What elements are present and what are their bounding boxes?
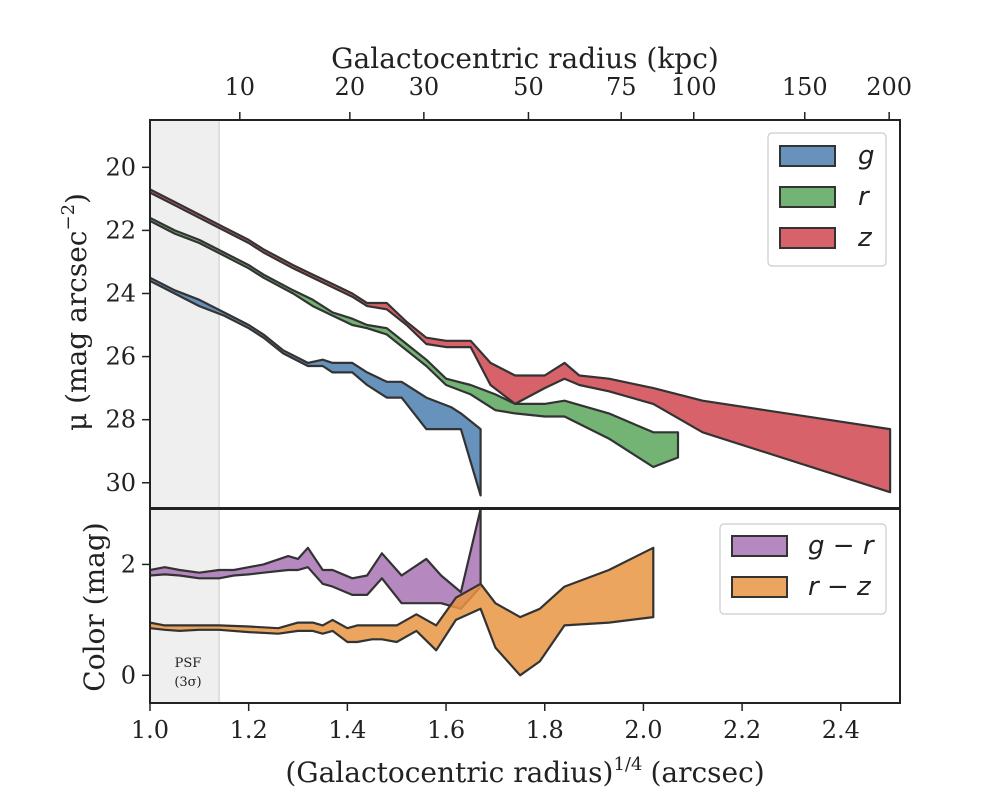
legend-label-g-r: g − r — [808, 531, 876, 561]
series-band-z — [150, 188, 892, 494]
top-tick-label-10: 10 — [225, 73, 256, 101]
x-tick-label-2.2: 2.2 — [723, 716, 761, 744]
bottom-axis-title: (Galactocentric radius)1/4 (arcsec) — [285, 754, 764, 789]
mu-axis-title: μ (mag arcsec−2) — [58, 193, 93, 431]
color-panel: 0 2 1.0 1.2 1.4 1.6 1.8 2.0 2.2 2.4 g − r r − z — [121, 508, 901, 744]
surface-brightness-panel: 20 22 24 26 28 30 10 20 30 50 75 100 150 200 grz — [105, 73, 912, 509]
legend-swatch-r — [779, 186, 836, 208]
top-tick-label-200: 200 — [866, 73, 912, 101]
color-axis-title: Color (mag) — [78, 522, 111, 691]
legend-label-r: r — [858, 182, 871, 212]
legend-swatch-r-z — [731, 576, 788, 598]
x-tick-label-2.4: 2.4 — [822, 716, 860, 744]
bottom-axis-title-main: (Galactocentric radius) — [285, 756, 613, 789]
legend-label-r-z: r − z — [808, 572, 872, 602]
series-band-g — [150, 276, 482, 497]
psf-shade-bottom — [150, 509, 220, 703]
series-band-r-z — [150, 546, 655, 677]
mu-axis-title-main: μ (mag arcsec — [60, 231, 93, 431]
top-tick-label-20: 20 — [335, 73, 366, 101]
top-tick-label-30: 30 — [409, 73, 440, 101]
y-tick-label-22: 22 — [105, 216, 136, 244]
x-tick-label-1.6: 1.6 — [427, 716, 465, 744]
color-y-tick-label-0: 0 — [121, 661, 136, 689]
legend-swatch-g-r — [731, 535, 788, 557]
top-tick-label-150: 150 — [782, 73, 828, 101]
bottom-plot-frame — [149, 508, 901, 704]
top-tick-label-50: 50 — [513, 73, 544, 101]
x-tick-label-2.0: 2.0 — [624, 716, 662, 744]
y-tick-label-20: 20 — [105, 153, 136, 181]
psf-sigma-label: (3σ) — [174, 675, 201, 690]
psf-shade-top — [150, 120, 220, 508]
series-band-r — [150, 216, 680, 469]
psf-label: PSF — [175, 656, 202, 671]
bottom-axis-title-sup: 1/4 — [613, 754, 642, 775]
mu-axis-title-sup: −2 — [58, 204, 79, 231]
bottom-axis-title-unit: (arcsec) — [650, 756, 764, 789]
y-tick-label-28: 28 — [105, 406, 136, 434]
top-axis-title: Galactocentric radius (kpc) — [331, 42, 719, 75]
y-tick-label-24: 24 — [105, 279, 136, 307]
legend-bottom: g − r r − z — [719, 523, 887, 615]
x-tick-label-1.0: 1.0 — [131, 716, 169, 744]
y-tick-label-30: 30 — [105, 469, 136, 497]
mu-axis-title-end: ) — [60, 193, 93, 204]
legend-label-z: z — [857, 223, 873, 253]
x-tick-label-1.8: 1.8 — [526, 716, 564, 744]
legend-top: grz — [767, 132, 887, 267]
top-tick-label-75: 75 — [606, 73, 637, 101]
top-tick-label-100: 100 — [671, 73, 717, 101]
legend-swatch-z — [779, 227, 836, 249]
color-y-tick-label-2: 2 — [121, 550, 136, 578]
x-tick-label-1.2: 1.2 — [230, 716, 268, 744]
x-tick-label-1.4: 1.4 — [328, 716, 366, 744]
legend-swatch-g — [779, 145, 836, 167]
legend-label-g: g — [858, 141, 875, 171]
y-tick-label-26: 26 — [105, 343, 136, 371]
